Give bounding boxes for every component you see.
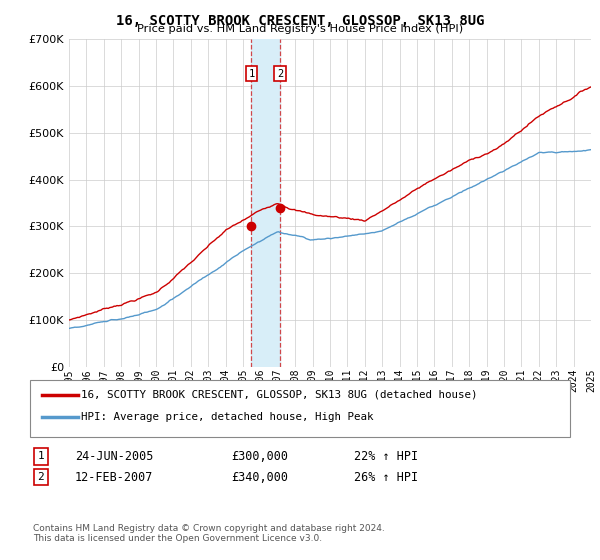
Text: Contains HM Land Registry data © Crown copyright and database right 2024.
This d: Contains HM Land Registry data © Crown c…: [33, 524, 385, 543]
Text: £340,000: £340,000: [231, 470, 288, 484]
Text: Price paid vs. HM Land Registry's House Price Index (HPI): Price paid vs. HM Land Registry's House …: [137, 24, 463, 34]
Text: 24-JUN-2005: 24-JUN-2005: [75, 450, 154, 463]
Bar: [251, 39, 280, 367]
Text: HPI: Average price, detached house, High Peak: HPI: Average price, detached house, High…: [81, 412, 373, 422]
Text: 22% ↑ HPI: 22% ↑ HPI: [354, 450, 418, 463]
Text: 16, SCOTTY BROOK CRESCENT, GLOSSOP, SK13 8UG (detached house): 16, SCOTTY BROOK CRESCENT, GLOSSOP, SK13…: [81, 390, 478, 400]
Text: 1: 1: [37, 451, 44, 461]
Text: 16, SCOTTY BROOK CRESCENT, GLOSSOP, SK13 8UG: 16, SCOTTY BROOK CRESCENT, GLOSSOP, SK13…: [116, 14, 484, 28]
Text: 2: 2: [37, 472, 44, 482]
Text: £300,000: £300,000: [231, 450, 288, 463]
Text: 2: 2: [277, 68, 283, 78]
Text: 1: 1: [248, 68, 254, 78]
Text: 26% ↑ HPI: 26% ↑ HPI: [354, 470, 418, 484]
Text: 12-FEB-2007: 12-FEB-2007: [75, 470, 154, 484]
